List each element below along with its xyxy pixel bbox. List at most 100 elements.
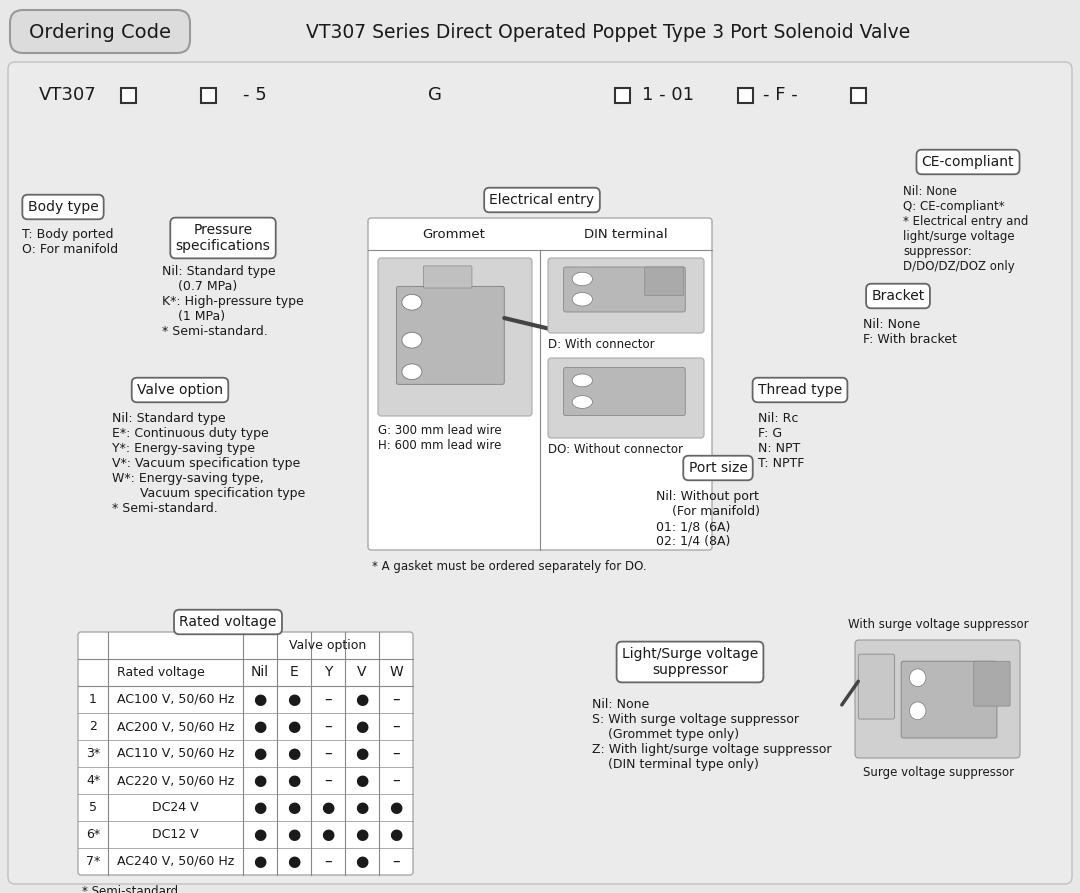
Text: –: – bbox=[392, 719, 400, 734]
Bar bbox=[201, 88, 216, 103]
Text: DC24 V: DC24 V bbox=[152, 801, 199, 814]
FancyBboxPatch shape bbox=[423, 266, 472, 288]
Text: ●: ● bbox=[254, 800, 267, 815]
Ellipse shape bbox=[402, 332, 422, 348]
Text: ●: ● bbox=[355, 746, 368, 761]
Text: –: – bbox=[324, 854, 332, 869]
Text: Pressure
specifications: Pressure specifications bbox=[176, 223, 270, 253]
Text: VT307 Series Direct Operated Poppet Type 3 Port Solenoid Valve: VT307 Series Direct Operated Poppet Type… bbox=[306, 22, 910, 41]
Text: –: – bbox=[324, 692, 332, 707]
Text: Nil: Rc
F: G
N: NPT
T: NPTF: Nil: Rc F: G N: NPT T: NPTF bbox=[758, 412, 805, 470]
Ellipse shape bbox=[402, 295, 422, 310]
Ellipse shape bbox=[572, 293, 593, 306]
FancyBboxPatch shape bbox=[8, 62, 1072, 884]
Text: ●: ● bbox=[254, 746, 267, 761]
Text: –: – bbox=[392, 692, 400, 707]
Ellipse shape bbox=[572, 374, 593, 387]
Text: –: – bbox=[392, 854, 400, 869]
FancyBboxPatch shape bbox=[859, 655, 894, 719]
Text: Nil: None
F: With bracket: Nil: None F: With bracket bbox=[863, 318, 957, 346]
Text: With surge voltage suppressor: With surge voltage suppressor bbox=[848, 618, 1028, 631]
Text: Bracket: Bracket bbox=[872, 289, 924, 303]
FancyBboxPatch shape bbox=[78, 632, 413, 875]
Text: - F -: - F - bbox=[762, 86, 797, 104]
FancyBboxPatch shape bbox=[368, 218, 712, 550]
Text: Light/Surge voltage
suppressor: Light/Surge voltage suppressor bbox=[622, 647, 758, 677]
Text: 2: 2 bbox=[89, 720, 97, 733]
Text: Port size: Port size bbox=[689, 461, 747, 475]
Text: 7*: 7* bbox=[86, 855, 100, 868]
Text: Thread type: Thread type bbox=[758, 383, 842, 397]
Text: –: – bbox=[324, 746, 332, 761]
FancyBboxPatch shape bbox=[974, 661, 1010, 706]
Text: ●: ● bbox=[322, 800, 335, 815]
Text: ●: ● bbox=[254, 827, 267, 842]
Text: Nil: None
S: With surge voltage suppressor
    (Grommet type only)
Z: With light: Nil: None S: With surge voltage suppress… bbox=[592, 698, 832, 771]
Text: Rated voltage: Rated voltage bbox=[179, 615, 276, 629]
Text: CE-compliant: CE-compliant bbox=[921, 155, 1014, 169]
Text: Y: Y bbox=[324, 665, 333, 680]
Text: D: With connector: D: With connector bbox=[548, 338, 654, 351]
Text: E: E bbox=[289, 665, 298, 680]
Text: Nil: Without port
    (For manifold)
01: 1/8 (6A)
02: 1/4 (8A): Nil: Without port (For manifold) 01: 1/8… bbox=[656, 490, 760, 548]
Text: G: 300 mm lead wire
H: 600 mm lead wire: G: 300 mm lead wire H: 600 mm lead wire bbox=[378, 424, 501, 452]
Text: Nil: Nil bbox=[251, 665, 269, 680]
Text: ●: ● bbox=[254, 773, 267, 788]
Text: W: W bbox=[389, 665, 403, 680]
FancyBboxPatch shape bbox=[378, 258, 532, 416]
Text: ●: ● bbox=[287, 854, 300, 869]
Text: –: – bbox=[324, 773, 332, 788]
Text: ●: ● bbox=[254, 854, 267, 869]
Text: * Semi-standard.: * Semi-standard. bbox=[82, 885, 181, 893]
Ellipse shape bbox=[572, 396, 593, 408]
Text: –: – bbox=[392, 773, 400, 788]
FancyBboxPatch shape bbox=[10, 10, 190, 53]
FancyBboxPatch shape bbox=[645, 267, 684, 296]
Text: 1: 1 bbox=[89, 693, 97, 706]
Text: DIN terminal: DIN terminal bbox=[584, 228, 667, 240]
Text: - 5: - 5 bbox=[243, 86, 267, 104]
Text: ●: ● bbox=[322, 827, 335, 842]
Text: ●: ● bbox=[287, 773, 300, 788]
Text: DO: Without connector: DO: Without connector bbox=[548, 443, 683, 456]
Text: ●: ● bbox=[254, 692, 267, 707]
Bar bbox=[121, 88, 135, 103]
Text: ●: ● bbox=[287, 800, 300, 815]
Ellipse shape bbox=[572, 272, 593, 286]
Text: Nil: Standard type
E*: Continuous duty type
Y*: Energy-saving type
V*: Vacuum sp: Nil: Standard type E*: Continuous duty t… bbox=[112, 412, 306, 515]
FancyBboxPatch shape bbox=[548, 358, 704, 438]
Text: Valve option: Valve option bbox=[289, 639, 366, 652]
Text: Valve option: Valve option bbox=[137, 383, 222, 397]
Text: AC110 V, 50/60 Hz: AC110 V, 50/60 Hz bbox=[117, 747, 234, 760]
FancyBboxPatch shape bbox=[548, 258, 704, 333]
Text: AC220 V, 50/60 Hz: AC220 V, 50/60 Hz bbox=[117, 774, 234, 787]
Text: –: – bbox=[392, 746, 400, 761]
Text: ●: ● bbox=[355, 773, 368, 788]
Text: Body type: Body type bbox=[28, 200, 98, 214]
Text: * A gasket must be ordered separately for DO.: * A gasket must be ordered separately fo… bbox=[372, 560, 647, 573]
Text: Grommet: Grommet bbox=[422, 228, 485, 240]
Text: AC200 V, 50/60 Hz: AC200 V, 50/60 Hz bbox=[117, 720, 234, 733]
Text: T: Body ported
O: For manifold: T: Body ported O: For manifold bbox=[22, 228, 118, 256]
FancyBboxPatch shape bbox=[564, 368, 686, 415]
Bar bbox=[615, 88, 630, 103]
Text: V: V bbox=[357, 665, 367, 680]
Text: G: G bbox=[428, 86, 442, 104]
Text: ●: ● bbox=[390, 800, 403, 815]
FancyBboxPatch shape bbox=[855, 640, 1020, 758]
Text: ●: ● bbox=[355, 692, 368, 707]
Bar bbox=[851, 88, 865, 103]
Text: AC240 V, 50/60 Hz: AC240 V, 50/60 Hz bbox=[117, 855, 234, 868]
Text: 3*: 3* bbox=[86, 747, 100, 760]
Text: 4*: 4* bbox=[86, 774, 100, 787]
Text: 6*: 6* bbox=[86, 828, 100, 841]
Text: ●: ● bbox=[355, 719, 368, 734]
Text: ●: ● bbox=[254, 719, 267, 734]
Text: ●: ● bbox=[355, 854, 368, 869]
Text: DC12 V: DC12 V bbox=[152, 828, 199, 841]
Ellipse shape bbox=[909, 702, 926, 720]
Text: ●: ● bbox=[287, 719, 300, 734]
Text: –: – bbox=[324, 719, 332, 734]
FancyBboxPatch shape bbox=[396, 287, 504, 384]
Bar bbox=[738, 88, 753, 103]
